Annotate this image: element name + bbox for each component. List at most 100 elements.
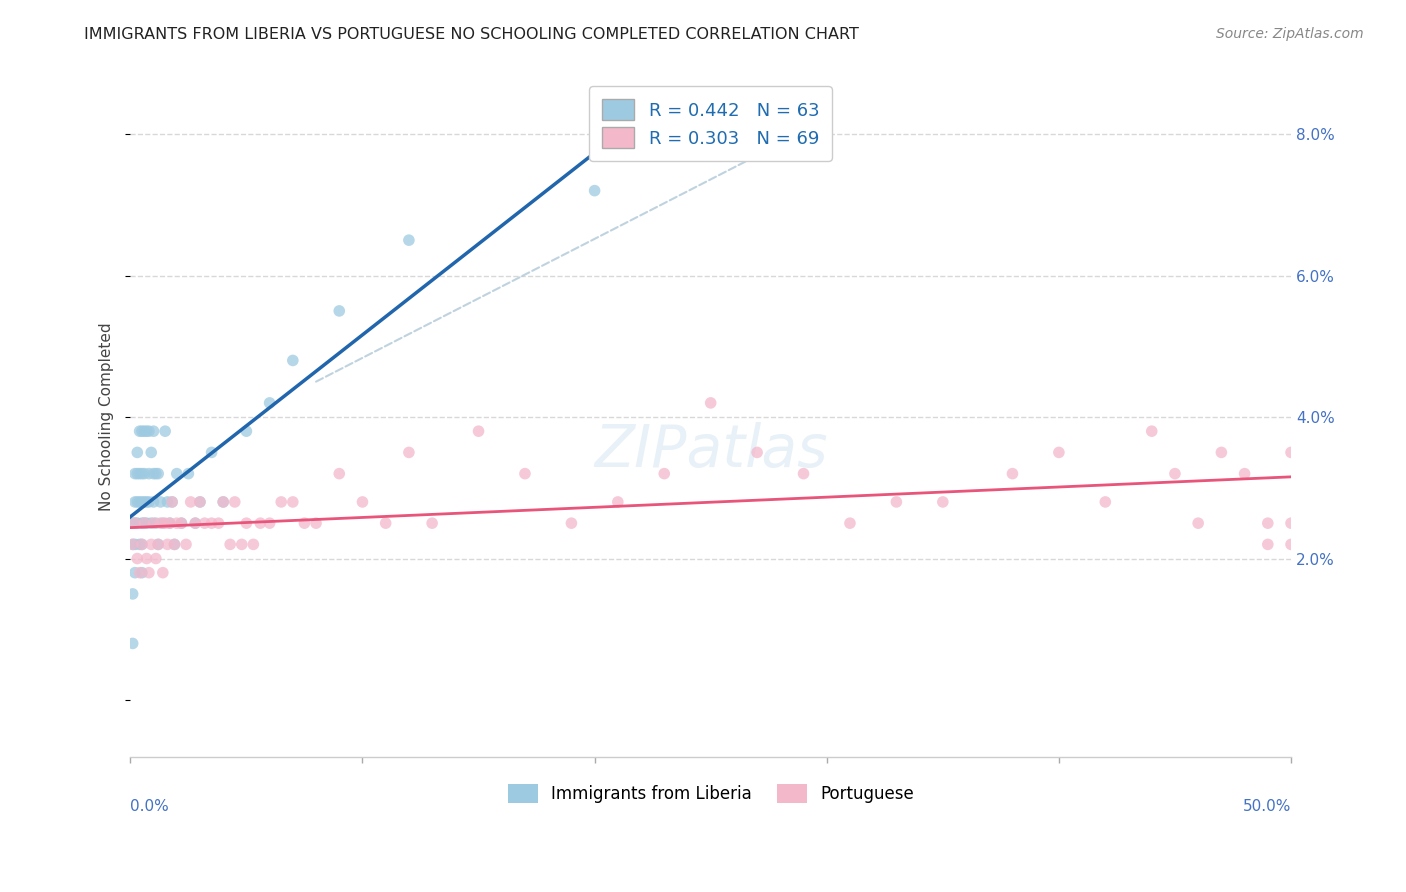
Point bbox=[148, 467, 170, 481]
Point bbox=[606, 495, 628, 509]
Point bbox=[134, 516, 156, 531]
Point bbox=[398, 445, 420, 459]
Point bbox=[135, 551, 157, 566]
Point bbox=[513, 467, 536, 481]
Text: 0.0%: 0.0% bbox=[131, 799, 169, 814]
Point bbox=[131, 495, 153, 509]
Point bbox=[1279, 537, 1302, 551]
Point bbox=[1094, 495, 1116, 509]
Point bbox=[170, 516, 193, 531]
Point bbox=[1187, 516, 1209, 531]
Point bbox=[128, 566, 150, 580]
Point bbox=[121, 516, 143, 531]
Point bbox=[128, 424, 150, 438]
Point bbox=[153, 424, 176, 438]
Text: ZIPatlas: ZIPatlas bbox=[593, 423, 827, 480]
Point bbox=[121, 636, 143, 650]
Point bbox=[160, 495, 183, 509]
Point bbox=[131, 467, 153, 481]
Point bbox=[166, 467, 188, 481]
Point bbox=[1164, 467, 1187, 481]
Point bbox=[124, 495, 146, 509]
Point bbox=[699, 396, 721, 410]
Point bbox=[235, 516, 257, 531]
Point bbox=[152, 516, 174, 531]
Text: IMMIGRANTS FROM LIBERIA VS PORTUGUESE NO SCHOOLING COMPLETED CORRELATION CHART: IMMIGRANTS FROM LIBERIA VS PORTUGUESE NO… bbox=[84, 27, 859, 42]
Legend: Immigrants from Liberia, Portuguese: Immigrants from Liberia, Portuguese bbox=[501, 777, 921, 809]
Point bbox=[127, 467, 149, 481]
Point bbox=[134, 424, 156, 438]
Point bbox=[184, 516, 207, 531]
Point bbox=[149, 516, 172, 531]
Point bbox=[294, 516, 316, 531]
Point bbox=[352, 495, 374, 509]
Point bbox=[131, 566, 153, 580]
Point bbox=[159, 516, 181, 531]
Point bbox=[328, 304, 350, 318]
Point bbox=[652, 467, 675, 481]
Point bbox=[180, 495, 202, 509]
Point bbox=[1047, 445, 1070, 459]
Point bbox=[134, 495, 156, 509]
Point bbox=[135, 424, 157, 438]
Point bbox=[134, 516, 156, 531]
Point bbox=[153, 516, 176, 531]
Point bbox=[138, 467, 160, 481]
Point bbox=[163, 537, 186, 551]
Point bbox=[124, 537, 146, 551]
Point bbox=[188, 495, 211, 509]
Point bbox=[148, 537, 170, 551]
Point bbox=[121, 587, 143, 601]
Point bbox=[259, 516, 281, 531]
Point bbox=[1140, 424, 1163, 438]
Point bbox=[166, 516, 188, 531]
Point bbox=[745, 445, 768, 459]
Point bbox=[1001, 467, 1024, 481]
Point bbox=[131, 424, 153, 438]
Point bbox=[281, 353, 304, 368]
Point bbox=[177, 467, 200, 481]
Point bbox=[142, 467, 165, 481]
Point bbox=[886, 495, 908, 509]
Point bbox=[374, 516, 396, 531]
Point bbox=[281, 495, 304, 509]
Point bbox=[131, 537, 153, 551]
Point bbox=[124, 516, 146, 531]
Point bbox=[142, 424, 165, 438]
Y-axis label: No Schooling Completed: No Schooling Completed bbox=[100, 323, 114, 511]
Point bbox=[128, 495, 150, 509]
Point bbox=[135, 516, 157, 531]
Point bbox=[128, 537, 150, 551]
Point bbox=[328, 467, 350, 481]
Point bbox=[138, 424, 160, 438]
Point bbox=[128, 467, 150, 481]
Point bbox=[398, 233, 420, 247]
Point bbox=[231, 537, 253, 551]
Text: Source: ZipAtlas.com: Source: ZipAtlas.com bbox=[1216, 27, 1364, 41]
Point bbox=[127, 516, 149, 531]
Point bbox=[583, 184, 606, 198]
Point bbox=[131, 516, 153, 531]
Point bbox=[1279, 445, 1302, 459]
Point bbox=[235, 424, 257, 438]
Point bbox=[134, 467, 156, 481]
Point bbox=[207, 516, 229, 531]
Point bbox=[212, 495, 235, 509]
Point bbox=[249, 516, 271, 531]
Point bbox=[1257, 537, 1279, 551]
Point bbox=[932, 495, 955, 509]
Point bbox=[148, 537, 170, 551]
Point bbox=[1279, 516, 1302, 531]
Point bbox=[156, 495, 179, 509]
Point bbox=[219, 537, 242, 551]
Point bbox=[127, 445, 149, 459]
Point bbox=[138, 495, 160, 509]
Point bbox=[127, 551, 149, 566]
Point bbox=[305, 516, 328, 531]
Point bbox=[138, 566, 160, 580]
Point bbox=[163, 537, 186, 551]
Point bbox=[127, 495, 149, 509]
Point bbox=[135, 495, 157, 509]
Point bbox=[1211, 445, 1233, 459]
Point bbox=[194, 516, 217, 531]
